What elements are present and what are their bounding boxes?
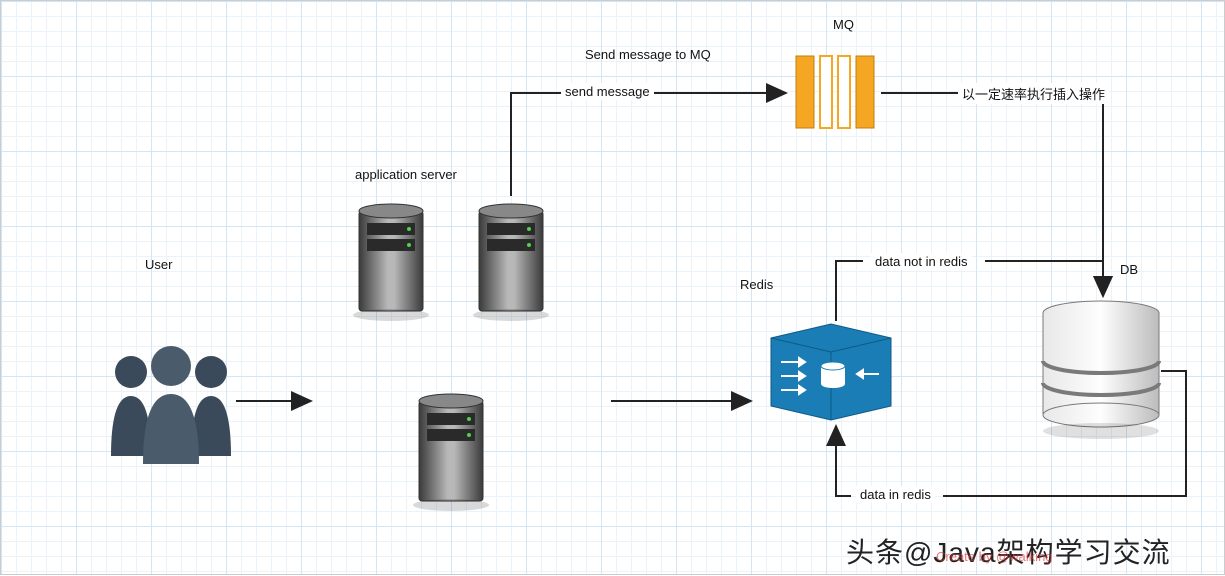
user-label: User [141, 256, 176, 273]
mq-icon [796, 56, 874, 128]
create-by-text: Create by @walking [936, 549, 1053, 564]
user-icon [111, 346, 231, 464]
send-msg-title: Send message to MQ [581, 46, 715, 63]
app-server-label: application server [351, 166, 461, 183]
db-icon [1043, 301, 1159, 439]
send-msg-label: send message [561, 83, 654, 100]
in-redis-label: data in redis [856, 486, 935, 503]
server-icon-3 [413, 394, 489, 511]
server-icon-1 [353, 204, 429, 321]
rate-insert-label: 以一定速率执行插入操作 [958, 83, 1109, 104]
not-in-redis-label: data not in redis [871, 253, 972, 270]
arrow-server-to-mq [511, 93, 786, 196]
arrow-db-to-redis-2 [836, 426, 851, 496]
redis-label: Redis [736, 276, 777, 293]
db-label: DB [1116, 261, 1142, 278]
server-icon-2 [473, 204, 549, 321]
mq-label: MQ [829, 16, 858, 33]
diagram-canvas: User application server Send message to … [0, 0, 1225, 575]
redis-icon [771, 324, 891, 420]
arrow-redis-to-db-2 [985, 261, 1103, 296]
arrow-redis-to-db-1 [836, 261, 863, 321]
